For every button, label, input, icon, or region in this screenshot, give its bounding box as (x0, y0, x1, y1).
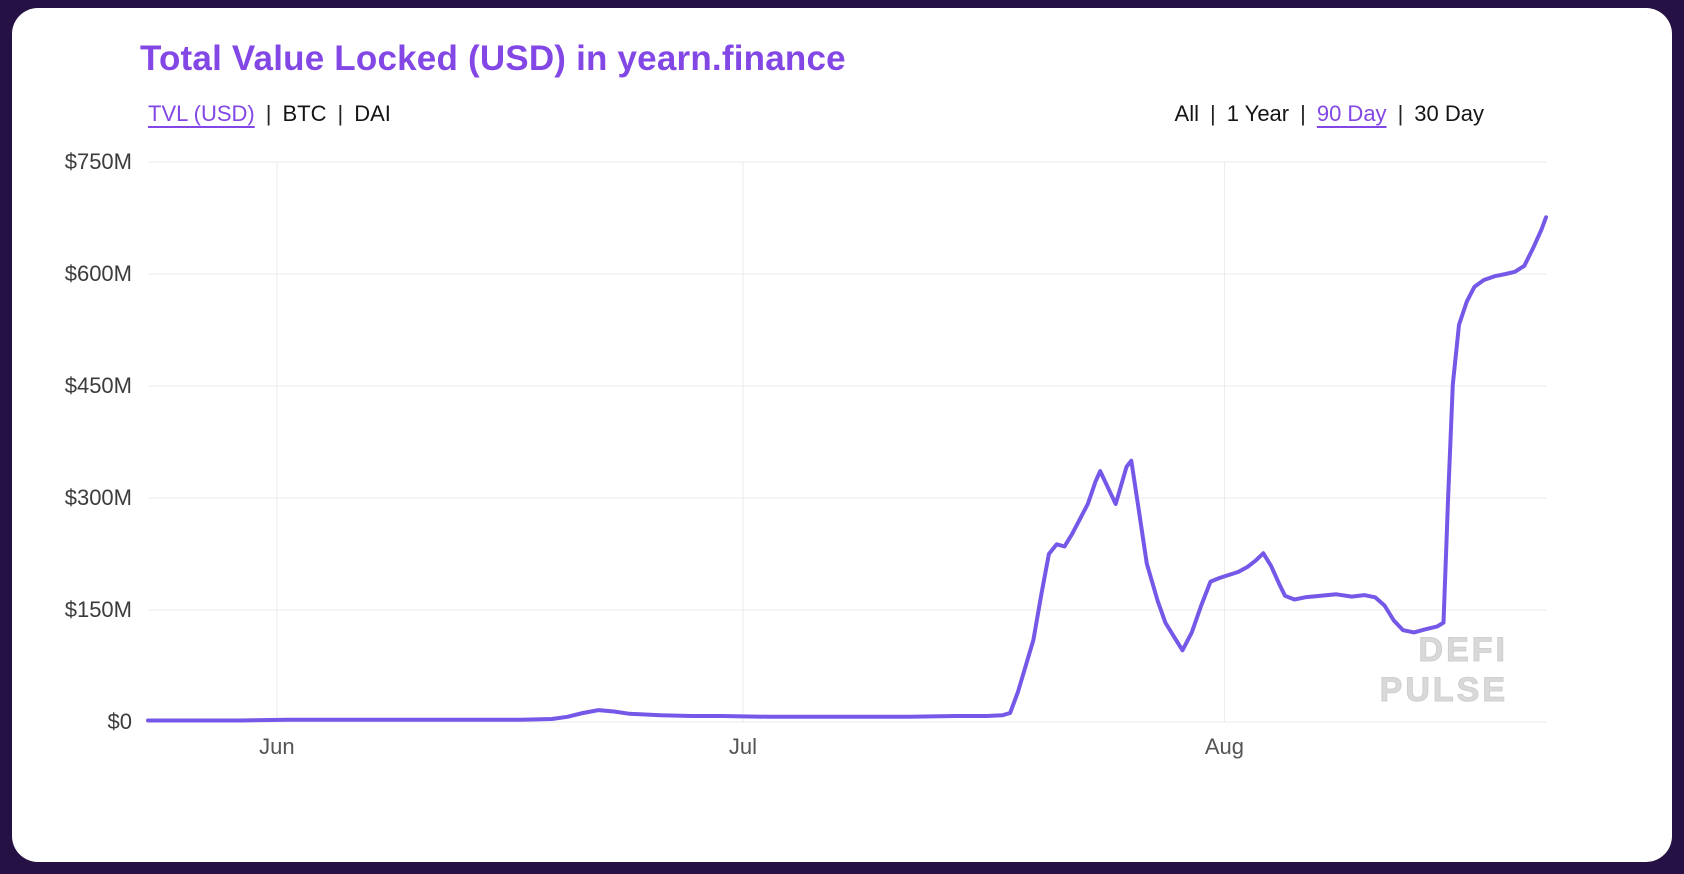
metric-tab-tvl-usd[interactable]: TVL (USD) (148, 101, 255, 126)
watermark-line-1: DEFI (1418, 630, 1508, 669)
y-axis: $0 $150M $300M $450M $600M $750M (12, 149, 148, 734)
chart-title: Total Value Locked (USD) in yearn.financ… (140, 39, 846, 78)
chart-plot-area[interactable]: DEFI PULSE (146, 161, 1548, 723)
tvl-chart: $0 $150M $300M $450M $600M $750M DEFI PULSE J… (12, 149, 1548, 768)
tab-separator: | (337, 101, 344, 126)
y-axis-label: $150M (64, 597, 132, 622)
range-tabs: All | 1 Year | 90 Day | 30 Day (1175, 101, 1484, 127)
watermark-line-2: PULSE (1379, 670, 1508, 709)
x-axis-label: Jun (259, 734, 295, 759)
tab-separator: | (1210, 101, 1216, 126)
tab-separator: | (1397, 101, 1404, 126)
range-tab-all[interactable]: All (1174, 101, 1199, 126)
tvl-line-series[interactable] (146, 215, 1548, 723)
range-tab-90-day[interactable]: 90 Day (1316, 101, 1387, 126)
chart-card: Total Value Locked (USD) in yearn.financ… (12, 8, 1672, 862)
tvl-line-chart[interactable] (146, 161, 1548, 723)
metric-tabs: TVL (USD) | BTC | DAI (148, 101, 391, 127)
range-tab-30-day[interactable]: 30 Day (1414, 101, 1484, 126)
x-axis-label: Aug (1204, 734, 1245, 759)
defipulse-watermark: DEFI PULSE (1379, 630, 1508, 710)
tab-separator: | (1300, 101, 1306, 126)
metric-tab-btc[interactable]: BTC (282, 101, 327, 126)
x-axis-label: Jul (728, 734, 757, 759)
x-axis: Jun Jul Aug (148, 722, 1546, 768)
y-axis-label: $450M (64, 373, 132, 398)
y-axis-label: $750M (64, 149, 132, 174)
tab-separator: | (265, 101, 272, 126)
range-tab-1-year[interactable]: 1 Year (1226, 101, 1290, 126)
y-axis-label: $300M (64, 485, 132, 510)
metric-tab-dai[interactable]: DAI (354, 101, 391, 126)
y-axis-label: $600M (64, 261, 132, 286)
y-axis-label: $0 (107, 709, 132, 734)
chart-controls: TVL (USD) | BTC | DAI All | 1 Year | 90 Day | 30 D… (12, 100, 1672, 128)
